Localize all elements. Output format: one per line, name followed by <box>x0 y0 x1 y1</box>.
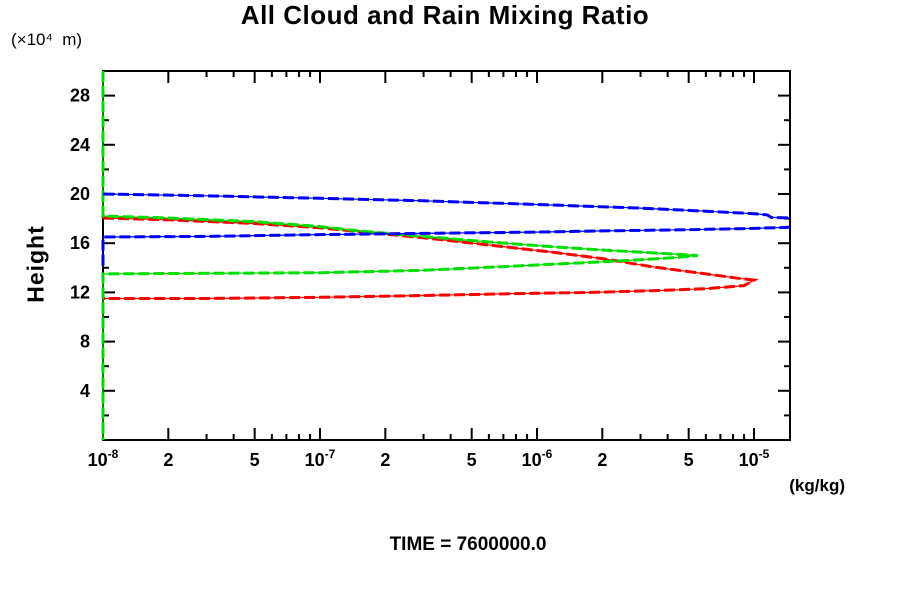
y-tick-label: 8 <box>80 332 90 352</box>
y-axis-unit-label: (×10⁴ m) <box>11 30 83 49</box>
x-tick-label: 10-8 <box>88 447 119 470</box>
series-blue-dashes <box>102 192 791 220</box>
series-green <box>101 71 698 440</box>
y-axis: 4 8 12 16 20 24 28 <box>70 70 790 417</box>
x-axis-unit-label: (kg/kg) <box>789 476 845 495</box>
y-tick-label: 24 <box>70 135 90 155</box>
x-tick-label: 10-7 <box>305 447 336 470</box>
y-tick-label: 12 <box>70 282 90 302</box>
x-tick-label: 2 <box>163 450 173 470</box>
x-tick-label: 5 <box>467 450 477 470</box>
x-tick-label: 10-6 <box>522 447 553 470</box>
chart-title: All Cloud and Rain Mixing Ratio <box>240 0 650 30</box>
y-tick-label: 28 <box>70 86 90 106</box>
series-green-dashes <box>101 71 698 440</box>
series-red-dashes <box>102 216 759 300</box>
y-tick-label: 16 <box>70 233 90 253</box>
y-tick-label: 4 <box>80 381 90 401</box>
series-blue <box>101 192 791 268</box>
series-blue-dashes <box>101 225 791 268</box>
y-tick-label: 20 <box>70 184 90 204</box>
x-tick-label: 10-5 <box>739 447 770 470</box>
x-tick-label: 5 <box>250 450 260 470</box>
series-blue-line <box>102 226 791 268</box>
x-tick-label: 5 <box>684 450 694 470</box>
x-tick-label: 2 <box>380 450 390 470</box>
y-axis-title: Height <box>22 225 49 303</box>
series-green-line <box>102 71 698 440</box>
time-label: TIME = 7600000.0 <box>389 534 547 555</box>
x-tick-label: 2 <box>597 450 607 470</box>
series-blue-line <box>102 193 791 219</box>
